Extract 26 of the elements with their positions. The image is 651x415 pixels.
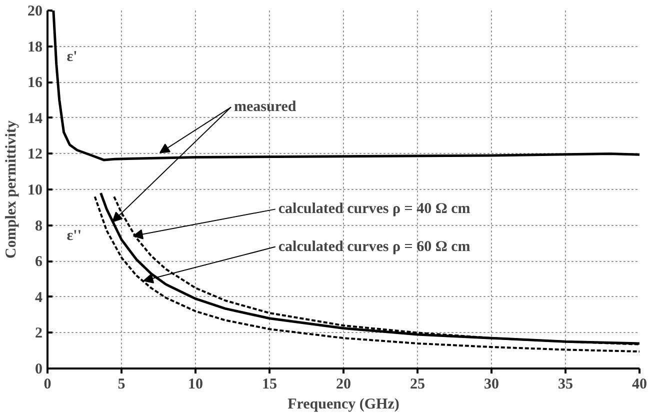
y-tick-label: 6 — [35, 254, 43, 270]
x-tick-label: 5 — [118, 376, 126, 392]
x-tick-label: 15 — [262, 376, 277, 392]
annotation: ε'' — [66, 228, 82, 244]
y-tick-label: 2 — [35, 326, 42, 342]
x-axis-title: Frequency (GHz) — [288, 396, 400, 412]
x-tick-label: 30 — [484, 376, 499, 392]
x-tick-label: 20 — [336, 376, 351, 392]
y-tick-label: 12 — [28, 146, 42, 163]
y-tick-label: 16 — [28, 75, 43, 92]
annotation: ε' — [66, 49, 78, 66]
y-tick-label: 0 — [35, 362, 42, 378]
y-tick-label: 8 — [35, 218, 42, 234]
y-tick-label: 18 — [28, 39, 42, 56]
y-tick-label: 20 — [28, 4, 42, 20]
y-tick-label: 14 — [28, 110, 43, 127]
annotation: calculated curves ρ = 40 Ω cm — [278, 201, 471, 218]
y-axis-title: Complex permittivity — [4, 120, 20, 258]
annotation: calculated curves ρ = 60 Ω cm — [278, 238, 471, 255]
x-tick-label: 10 — [188, 376, 203, 392]
y-tick-label: 4 — [35, 290, 43, 306]
y-tick-label: 10 — [28, 182, 42, 198]
x-tick-label: 35 — [558, 376, 573, 392]
annotation: measured — [234, 99, 297, 116]
x-tick-label: 25 — [410, 376, 425, 392]
x-tick-label: 40 — [632, 376, 647, 392]
